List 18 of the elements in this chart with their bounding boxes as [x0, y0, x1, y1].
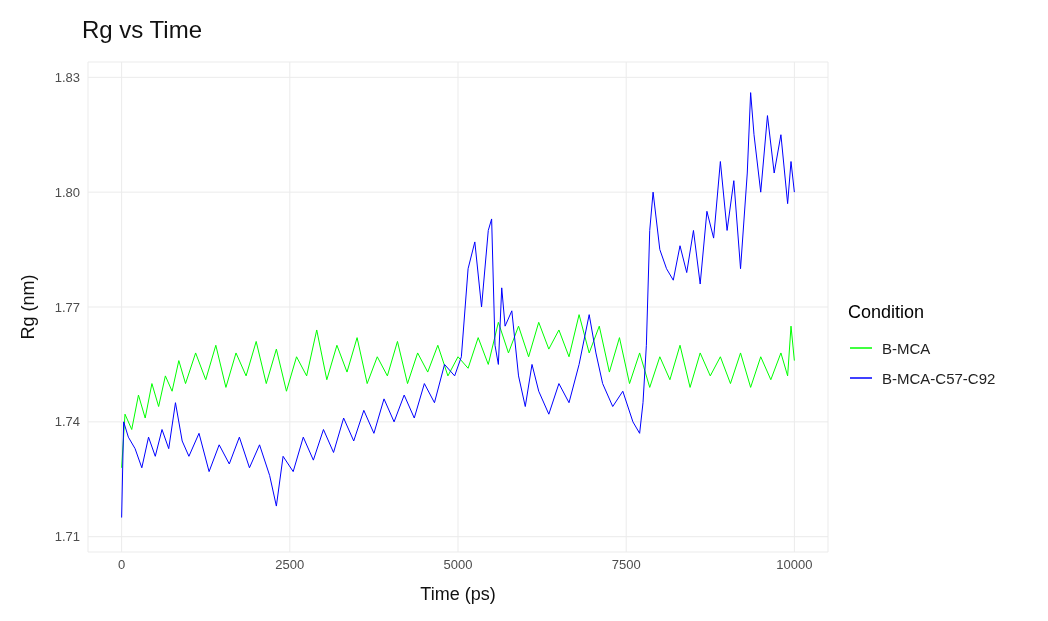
- line-series: [121, 314, 795, 469]
- x-tick-label: 7500: [611, 557, 641, 573]
- x-tick-label: 10000: [776, 557, 813, 573]
- legend-label: B-MCA-C57-C92: [881, 368, 996, 389]
- line-series: [121, 92, 795, 519]
- x-tick-label: 5000: [443, 557, 473, 573]
- legend-title: Condition: [848, 302, 926, 323]
- y-tick-label: 1.83: [54, 69, 80, 85]
- y-tick-label: 1.80: [54, 184, 80, 200]
- chart-title: Rg vs Time: [81, 15, 204, 45]
- y-tick-label: 1.77: [54, 299, 80, 315]
- x-axis-title: Time (ps): [420, 584, 496, 604]
- x-tick-label: 0: [118, 557, 126, 573]
- x-tick-label: 2500: [275, 557, 305, 573]
- legend-label: B-MCA: [881, 338, 932, 359]
- y-tick-label: 1.71: [54, 529, 80, 545]
- y-axis-title: Rg (nm): [18, 274, 39, 340]
- y-tick-label: 1.74: [54, 414, 80, 430]
